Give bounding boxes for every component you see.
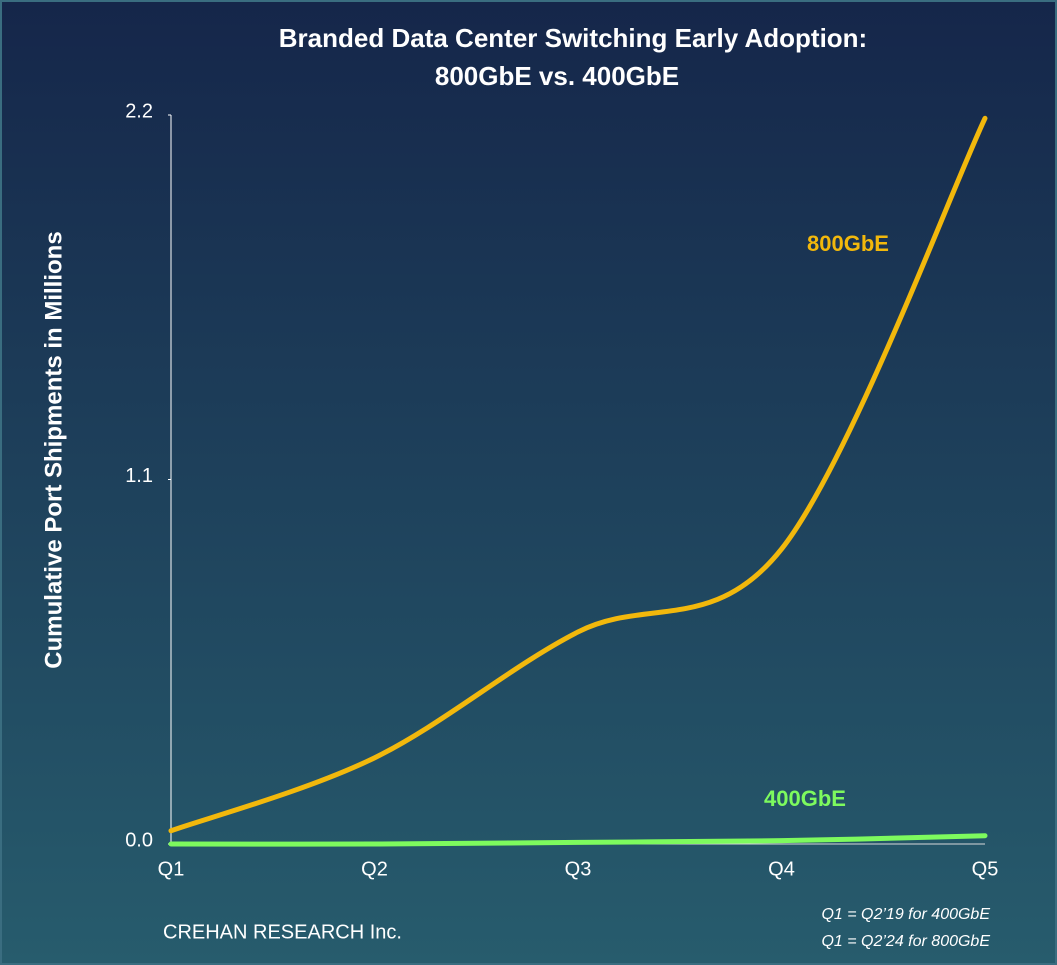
x-tick-label: Q2 [361, 858, 388, 880]
legend-label: 400GbE [764, 786, 846, 811]
x-tick-label: Q5 [972, 858, 999, 880]
y-tick-label: 1.1 [125, 465, 153, 487]
y-axis-label: Cumulative Port Shipments in Millions [40, 231, 67, 668]
source: CREHAN RESEARCH Inc. [163, 921, 402, 943]
x-tick-label: Q3 [565, 858, 592, 880]
x-tick-label: Q4 [768, 858, 795, 880]
y-tick-label: 2.2 [125, 100, 153, 122]
note: Q1 = Q2’19 for 400GbE [821, 906, 990, 923]
note: Q1 = Q2’24 for 800GbE [821, 933, 990, 950]
series-line [168, 833, 988, 847]
chart-title: Branded Data Center Switching Early Adop… [279, 23, 867, 53]
y-tick-label: 0.0 [125, 829, 153, 851]
x-tick-label: Q1 [158, 858, 185, 880]
legend-label: 800GbE [807, 231, 889, 256]
series-line [168, 115, 988, 834]
chart-title: 800GbE vs. 400GbE [435, 61, 679, 91]
